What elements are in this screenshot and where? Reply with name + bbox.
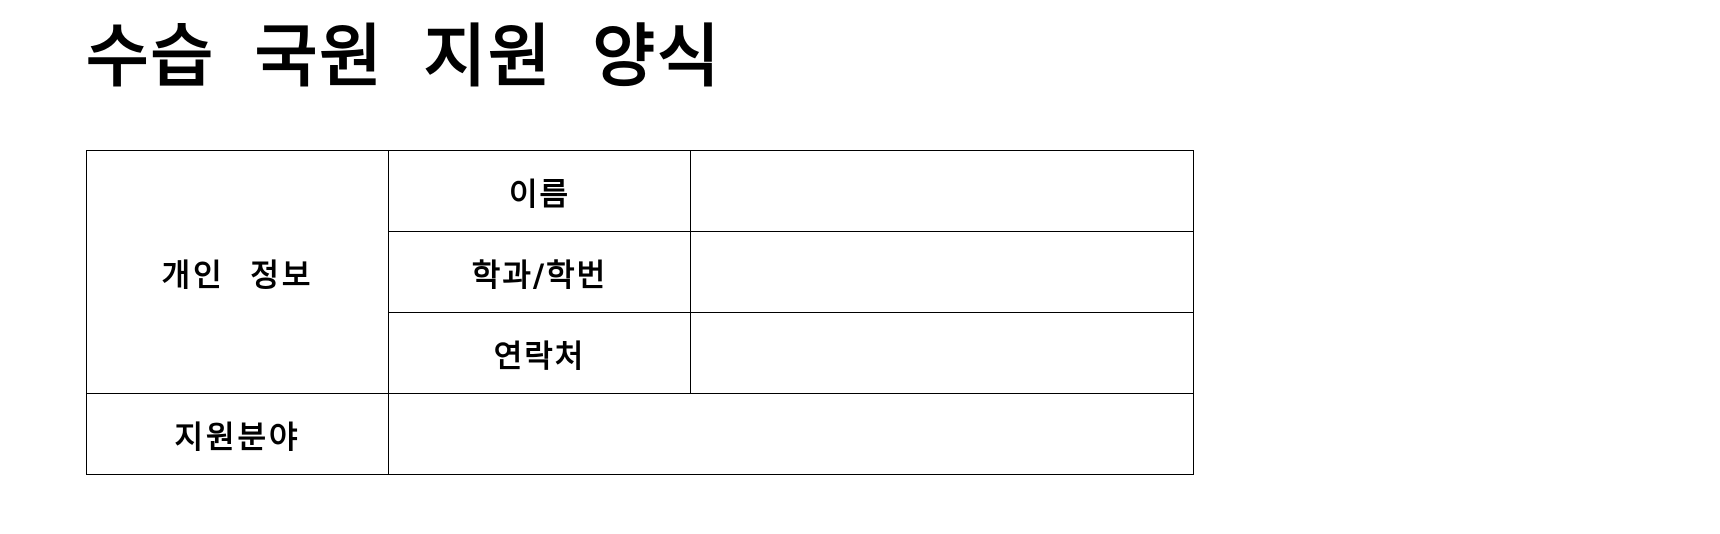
name-label: 이름 — [388, 150, 691, 232]
department-id-label: 학과/학번 — [388, 231, 691, 313]
table-row-name: 개인 정보 이름 — [86, 150, 1194, 394]
page-title: 수습 국원 지원 양식 — [86, 17, 722, 97]
department-id-field[interactable] — [690, 231, 1194, 313]
table-row-application-field: 지원분야 — [86, 393, 1194, 475]
personal-info-label: 개인 정보 — [86, 150, 389, 394]
application-field-field[interactable] — [388, 393, 1194, 475]
table-row-department: 학과/학번 — [87, 231, 1194, 313]
application-form-table: 개인 정보 이름 학과/학번 연락처 지원분야 — [86, 150, 1194, 475]
contact-label: 연락처 — [388, 312, 691, 394]
application-field-label: 지원분야 — [86, 393, 389, 475]
contact-field[interactable] — [690, 312, 1194, 394]
name-field[interactable] — [690, 150, 1194, 232]
